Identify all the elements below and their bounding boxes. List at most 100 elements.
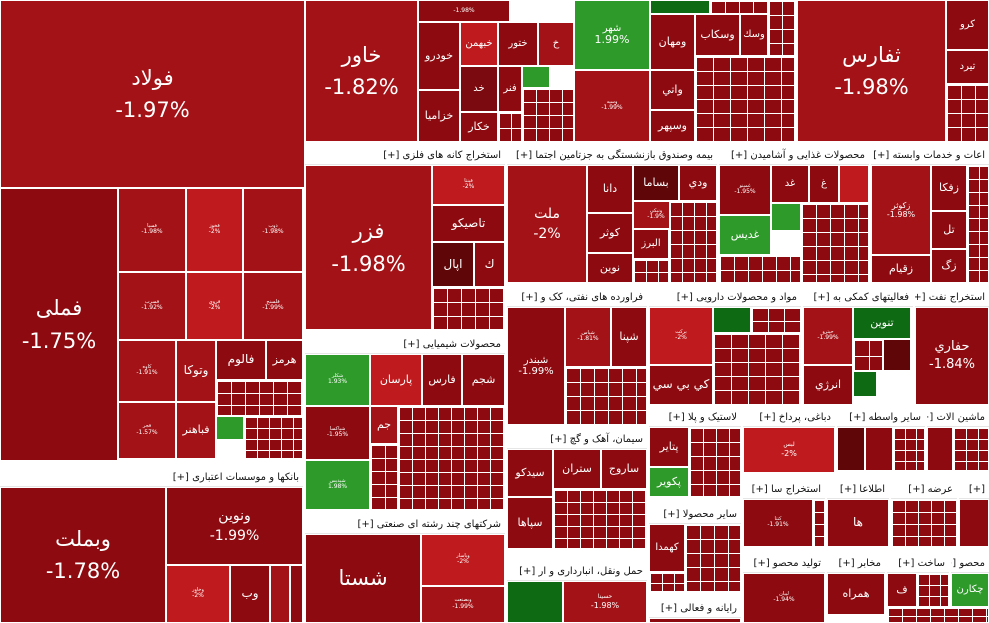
tile-jam[interactable]: جم <box>370 406 398 444</box>
sector-header-leather[interactable]: دباغی، پرداخ [+] <box>743 410 835 427</box>
tile-hapetro[interactable]: حپترو -1.99% <box>803 307 853 365</box>
tile-fapenta[interactable]: فپنتا -2% <box>432 165 505 205</box>
tile-tl[interactable]: تل <box>931 211 967 249</box>
sector-header-services[interactable]: اعات و خدمات وابسته [+] <box>871 148 989 165</box>
tile-kahmada[interactable]: كهمدا <box>649 524 685 572</box>
sector-header-insurance[interactable]: بیمه وصندوق بازنشستگی به جزتامین اجتما [… <box>507 148 717 165</box>
tile-barkat[interactable]: بركت -2% <box>649 307 713 365</box>
tile-ghad[interactable]: غد <box>771 165 809 203</box>
tile-vasepe[interactable]: وسپه -1.99% <box>574 70 650 142</box>
tile-vati[interactable]: واتي <box>650 70 695 110</box>
tile-vasahr[interactable]: وسپهر <box>650 110 695 142</box>
tile-vasakab[interactable]: وسكاب <box>695 14 740 56</box>
sector-header-banks[interactable]: بانکها و موسسات اعتباری [+] <box>0 470 303 487</box>
tile-hormoz[interactable]: هرمز <box>266 340 303 380</box>
tile-sidkoo[interactable]: سيدكو <box>507 449 553 497</box>
tile-food-green[interactable] <box>771 203 801 231</box>
tile-ghmino[interactable]: غمينو -1.95% <box>719 165 771 215</box>
tile-fameli[interactable]: فملی -1.75% <box>0 188 118 461</box>
tile-tanovin[interactable]: تنوين <box>853 307 911 339</box>
sector-header-oil[interactable]: استخراج نفت [+] <box>915 290 989 307</box>
tile-khakar[interactable]: خكار <box>460 112 498 142</box>
tile-pharma-green[interactable] <box>713 307 751 333</box>
tile-shapas[interactable]: شپاس -1.81% <box>565 307 611 367</box>
tile-kotar[interactable]: كوثر <box>587 213 633 253</box>
tile-vakhavar[interactable]: وخاور -2% <box>166 565 230 623</box>
tile-k[interactable]: ك <box>474 242 505 287</box>
tile-fespa[interactable]: فسپا -1.98% <box>118 188 186 272</box>
tile-zaghyam[interactable]: زقيام <box>871 255 931 283</box>
tile-lebas[interactable]: لبس -2% <box>743 427 835 473</box>
tile-computer[interactable] <box>649 618 741 623</box>
tile-vab[interactable]: وب <box>230 565 270 623</box>
sector-header-mining-other[interactable]: استخراج سا [+] <box>743 482 825 499</box>
tile-top-small[interactable]: -1.98% <box>418 0 510 22</box>
tile-pakoir[interactable]: پكوير <box>649 467 689 497</box>
tile-support-dark[interactable] <box>883 339 911 371</box>
tile-hasina[interactable]: حسينا -1.98% <box>563 581 647 623</box>
tile-mellat[interactable]: ملت -2% <box>507 165 587 283</box>
tile-alborz[interactable]: البرز <box>633 229 669 259</box>
tile-vamahan[interactable]: ومهان <box>650 14 695 70</box>
tile-chakaran[interactable]: چكارن <box>951 573 989 607</box>
sector-header-other-products[interactable]: سایر محصولا [+] <box>649 507 741 524</box>
tile-kibisi[interactable]: كي بي سي <box>649 365 713 405</box>
tile-shabandar[interactable]: شبندر -1.99% <box>507 307 565 425</box>
tile-machinery[interactable] <box>927 427 953 471</box>
tile-parsan[interactable]: پارسان <box>370 354 422 406</box>
tile-shajam[interactable]: شجم <box>462 354 505 406</box>
tile-support-green[interactable] <box>853 371 877 397</box>
tile-vsk[interactable]: وسك <box>740 14 768 56</box>
tile-bank-small[interactable] <box>290 565 303 623</box>
sector-header-k[interactable]: [+] <box>959 482 989 499</box>
tile-felsang[interactable]: فلسنج -1.99% <box>243 272 303 340</box>
sector-header-pharma[interactable]: مواد و محصولات دارویی [+] <box>649 290 801 307</box>
tile-kaveh[interactable]: كاوه -1.91% <box>118 340 176 402</box>
sector-header-refinery[interactable]: فراورده های نفتی، کک و [+] <box>507 290 647 307</box>
tile-fanar[interactable]: فنر <box>498 66 522 112</box>
tile-shapdis[interactable]: شپديس 1.98% <box>305 460 370 510</box>
sector-header-production[interactable]: تولید محصو [+] <box>743 556 825 573</box>
sector-header-intermediary[interactable]: سایر واسطه [+] <box>837 410 925 427</box>
tile-novin[interactable]: نوين <box>587 253 633 283</box>
tile-food-red[interactable] <box>839 165 869 203</box>
tile-vapasar[interactable]: وپاسار -2% <box>421 534 505 586</box>
tile-kh[interactable]: خ <box>538 22 574 66</box>
sector-header-transport[interactable]: حمل ونقل، انبارداری و ار [+] <box>507 564 647 581</box>
tile-zafka[interactable]: زفكا <box>931 165 967 211</box>
tile-kro[interactable]: كرو <box>946 0 989 50</box>
sector-header-computer[interactable]: رایانه و فعالی [+] <box>649 601 741 618</box>
sector-header-plastic[interactable]: لاستیک و پلا [+] <box>649 410 741 427</box>
tile-lian[interactable]: لپيان -1.94% <box>743 573 825 623</box>
tile-shapna[interactable]: شپنا <box>611 307 647 367</box>
tile-khazamia[interactable]: خزاميا <box>418 90 460 142</box>
tile-khodro[interactable]: خودرو <box>418 22 460 90</box>
tile-intermediary-dark[interactable] <box>837 427 865 471</box>
tile-zg[interactable]: زگ <box>931 249 967 283</box>
tile-khad[interactable]: خد <box>460 66 498 112</box>
tile-pataiar[interactable]: پتاير <box>649 427 689 467</box>
tile-fe[interactable]: ف <box>887 573 917 607</box>
tile-shahr[interactable]: شهر 1.99% <box>574 0 650 70</box>
tile-ghadis[interactable]: غديس <box>719 215 771 255</box>
tile-shakalar[interactable]: شكلر 1.93% <box>305 354 370 406</box>
sector-header-chemicals[interactable]: محصولات شیمیایی [+] <box>305 337 505 354</box>
tile-vatoka[interactable]: وتوكا <box>176 340 216 402</box>
sector-header-misc[interactable]: محصو [+] <box>951 556 989 573</box>
tile-setran[interactable]: ستران <box>553 449 601 489</box>
tile-intermediary[interactable] <box>865 427 893 471</box>
tile-vabsanat[interactable]: وبصنعت -1.99% <box>421 586 505 623</box>
tile-bank-small[interactable] <box>270 565 290 623</box>
tile-apal[interactable]: اپال <box>432 242 474 287</box>
sector-header-cement[interactable]: سیمان، آهک و گچ [+] <box>507 432 647 449</box>
sector-header-support[interactable]: فعالیتهای کمکی به [+] <box>803 290 913 307</box>
tile-tasikoo[interactable]: تاصيكو <box>432 205 505 242</box>
tile-vanovin[interactable]: ونوین -1.99% <box>166 487 303 565</box>
tile-dana[interactable]: دانا <box>587 165 633 213</box>
sector-header-multi[interactable]: شرکتهای چند رشته ای صنعتی [+] <box>305 517 505 534</box>
tile-hafari[interactable]: حفاري -1.84% <box>915 307 989 405</box>
sector-header-machinery[interactable]: ماشین الات [+] <box>927 410 989 427</box>
tile-foolad[interactable]: فولاد -1.97% <box>0 0 305 188</box>
tile-tfars[interactable]: ثفارس -1.98% <box>797 0 946 142</box>
tile-k-sector[interactable] <box>959 499 989 547</box>
